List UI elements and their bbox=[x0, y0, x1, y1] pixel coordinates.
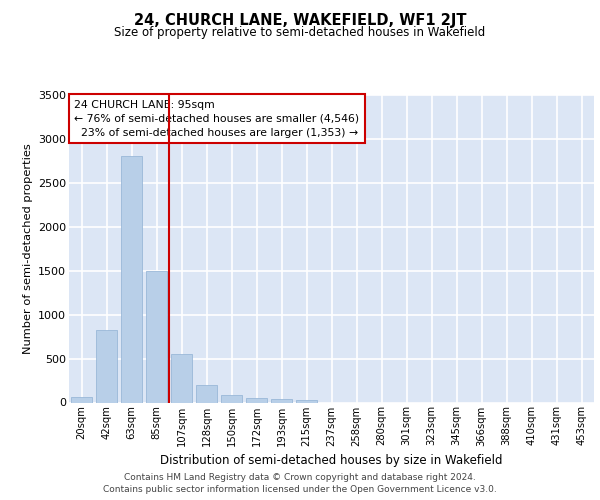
Bar bbox=[271, 399, 292, 402]
Text: 24 CHURCH LANE: 95sqm
← 76% of semi-detached houses are smaller (4,546)
  23% of: 24 CHURCH LANE: 95sqm ← 76% of semi-deta… bbox=[74, 100, 359, 138]
X-axis label: Distribution of semi-detached houses by size in Wakefield: Distribution of semi-detached houses by … bbox=[160, 454, 503, 467]
Text: 24, CHURCH LANE, WAKEFIELD, WF1 2JT: 24, CHURCH LANE, WAKEFIELD, WF1 2JT bbox=[134, 12, 466, 28]
Y-axis label: Number of semi-detached properties: Number of semi-detached properties bbox=[23, 144, 32, 354]
Bar bbox=[96, 330, 117, 402]
Bar bbox=[246, 398, 267, 402]
Text: Size of property relative to semi-detached houses in Wakefield: Size of property relative to semi-detach… bbox=[115, 26, 485, 39]
Text: Contains HM Land Registry data © Crown copyright and database right 2024.: Contains HM Land Registry data © Crown c… bbox=[124, 472, 476, 482]
Bar bbox=[71, 397, 92, 402]
Bar bbox=[171, 354, 192, 403]
Text: Contains public sector information licensed under the Open Government Licence v3: Contains public sector information licen… bbox=[103, 485, 497, 494]
Bar bbox=[121, 156, 142, 402]
Bar bbox=[146, 270, 167, 402]
Bar bbox=[296, 400, 317, 402]
Bar bbox=[221, 396, 242, 402]
Bar bbox=[196, 385, 217, 402]
